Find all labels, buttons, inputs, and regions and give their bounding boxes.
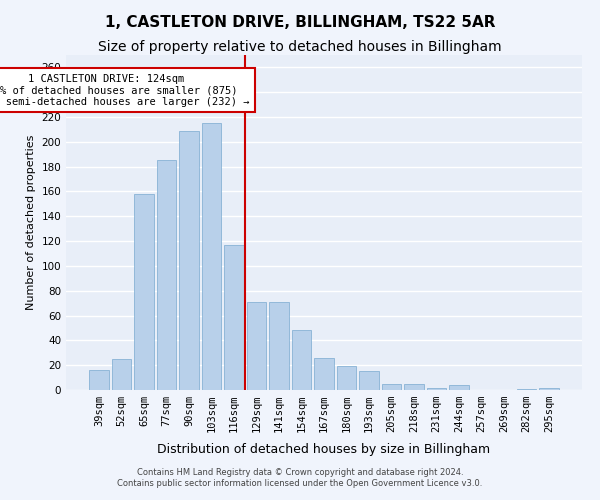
Bar xyxy=(539,388,559,390)
Bar xyxy=(314,358,334,390)
Bar xyxy=(427,388,446,390)
Y-axis label: Number of detached properties: Number of detached properties xyxy=(26,135,36,310)
Text: Contains HM Land Registry data © Crown copyright and database right 2024.
Contai: Contains HM Land Registry data © Crown c… xyxy=(118,468,482,487)
Bar xyxy=(404,384,424,390)
Bar xyxy=(89,370,109,390)
Bar xyxy=(337,366,356,390)
Bar xyxy=(224,245,244,390)
Bar xyxy=(112,359,131,390)
Bar xyxy=(202,123,221,390)
Bar xyxy=(134,194,154,390)
Bar xyxy=(269,302,289,390)
Text: 1, CASTLETON DRIVE, BILLINGHAM, TS22 5AR: 1, CASTLETON DRIVE, BILLINGHAM, TS22 5AR xyxy=(105,15,495,30)
X-axis label: Distribution of detached houses by size in Billingham: Distribution of detached houses by size … xyxy=(157,444,491,456)
Text: Size of property relative to detached houses in Billingham: Size of property relative to detached ho… xyxy=(98,40,502,54)
Bar xyxy=(359,372,379,390)
Bar xyxy=(157,160,176,390)
Bar xyxy=(517,389,536,390)
Bar xyxy=(292,330,311,390)
Text: 1 CASTLETON DRIVE: 124sqm
← 79% of detached houses are smaller (875)
21% of semi: 1 CASTLETON DRIVE: 124sqm ← 79% of detac… xyxy=(0,74,250,107)
Bar xyxy=(382,384,401,390)
Bar xyxy=(449,385,469,390)
Bar xyxy=(179,130,199,390)
Bar xyxy=(247,302,266,390)
